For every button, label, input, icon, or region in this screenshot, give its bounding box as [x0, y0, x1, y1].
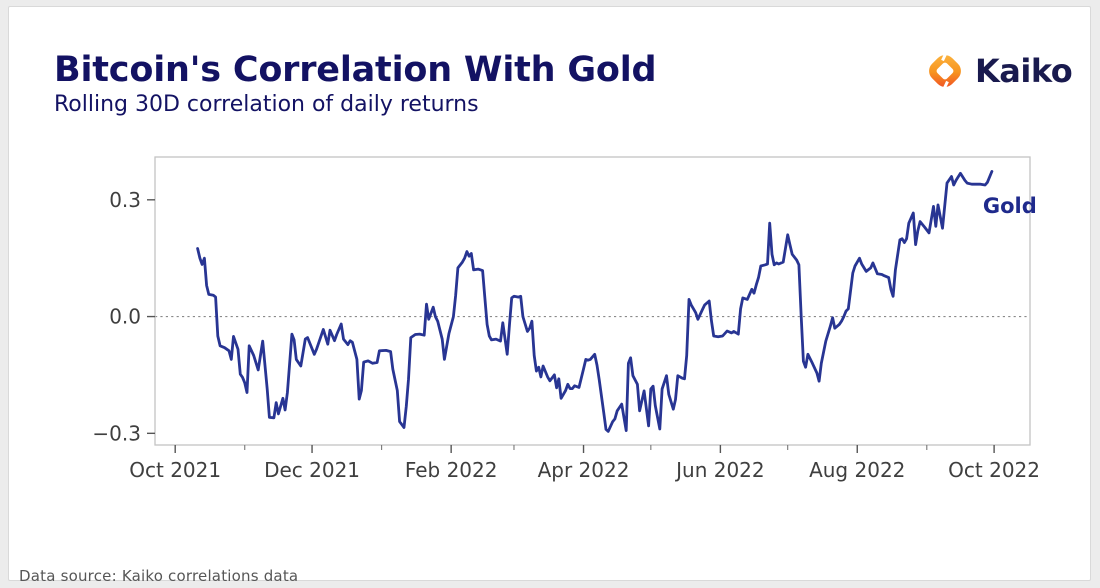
data-source-note: Data source: Kaiko correlations data: [19, 567, 299, 585]
kaiko-wordmark: Kaiko: [975, 52, 1073, 90]
chart-subtitle: Rolling 30D correlation of daily returns: [54, 92, 479, 117]
chart-title: Bitcoin's Correlation With Gold: [54, 50, 657, 90]
chart-card: Bitcoin's Correlation With Gold Rolling …: [8, 6, 1091, 585]
kaiko-brand: Kaiko: [925, 51, 1073, 91]
kaiko-logo-icon: [929, 51, 961, 91]
